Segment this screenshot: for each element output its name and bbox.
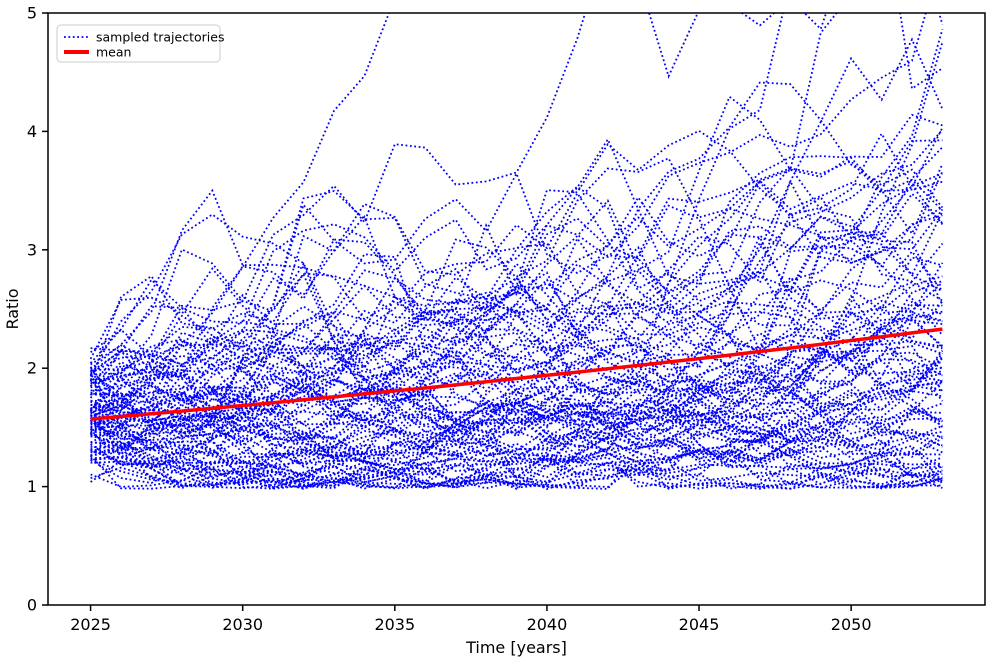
trajectory-line: [90, 380, 944, 490]
y-tick-label: 2: [27, 359, 37, 378]
trajectory-line: [90, 355, 944, 457]
trajectory-line: [90, 13, 784, 436]
trajectory-line: [89, 410, 943, 490]
trajectory-line: [90, 225, 944, 417]
trajectory-line: [90, 129, 944, 384]
trajectory-line: [89, 362, 943, 479]
y-axis-label: Ratio: [3, 288, 22, 329]
trajectory-line: [90, 359, 943, 464]
trajectory-line: [89, 304, 943, 479]
trajectory-line: [90, 432, 943, 490]
trajectory-line: [90, 303, 944, 490]
trajectory-line: [90, 437, 943, 490]
trajectory-line: [90, 237, 943, 490]
trajectory-line: [90, 343, 943, 478]
y-tick-label: 3: [27, 240, 37, 259]
axes-spines: [47, 12, 986, 606]
x-tick-label: 2040: [527, 615, 568, 634]
trajectory-line: [90, 357, 944, 483]
trajectory-line: [90, 417, 943, 489]
trajectory-line: [90, 364, 943, 487]
trajectory-line: [90, 166, 944, 410]
x-tick-label: 2050: [831, 615, 872, 634]
trajectory-line: [90, 13, 390, 420]
y-tick-label: 1: [27, 477, 37, 496]
trajectory-line: [90, 349, 943, 463]
trajectory-line: [89, 129, 943, 382]
trajectory-line: [90, 215, 944, 411]
trajectory-line: [90, 328, 943, 479]
trajectory-line: [90, 410, 943, 490]
trajectory-line: [90, 95, 943, 452]
trajectory-line: [90, 37, 944, 425]
trajectory-line: [90, 310, 944, 489]
x-tick-label: 2025: [70, 615, 111, 634]
trajectory-line: [89, 281, 943, 435]
trajectory-line: [90, 305, 943, 478]
x-tick-label: 2035: [374, 615, 415, 634]
y-tick-label: 0: [27, 596, 37, 615]
trajectory-line: [90, 390, 943, 490]
trajectory-line: [90, 376, 943, 488]
trajectory-line: [90, 41, 944, 440]
trajectory-line: [89, 345, 943, 457]
x-axis-label: Time [years]: [465, 638, 567, 657]
trajectory-line: [90, 188, 943, 411]
trajectory-line: [89, 222, 943, 421]
trajectory-line: [90, 214, 943, 410]
trajectory-line: [90, 430, 943, 489]
trajectory-line: [90, 262, 944, 426]
legend-label: mean: [96, 45, 131, 60]
x-tick-label: 2045: [679, 615, 720, 634]
trajectory-line: [89, 13, 944, 418]
trajectory-line: [89, 146, 944, 396]
trajectory-line: [90, 301, 943, 480]
trajectory-line: [90, 402, 943, 486]
trajectory-line: [89, 350, 943, 451]
trajectory-line: [90, 81, 944, 428]
y-tick-label: 5: [27, 4, 37, 23]
trajectory-line: [89, 213, 943, 441]
trajectory-line: [90, 396, 943, 489]
trajectory-line: [89, 208, 944, 418]
trajectories-group: [89, 13, 944, 490]
trajectory-line: [90, 379, 943, 456]
trajectory-line: [90, 13, 927, 447]
trajectory-line: [90, 163, 944, 441]
trajectory-line: [90, 285, 943, 456]
trajectory-line: [90, 248, 943, 441]
trajectory-line: [90, 410, 943, 479]
trajectory-line: [90, 345, 944, 486]
trajectory-line: [90, 411, 943, 489]
trajectory-line: [89, 215, 944, 399]
trajectory-line: [90, 312, 943, 477]
mean-line: [90, 327, 943, 421]
y-tick-label: 4: [27, 122, 37, 141]
trajectory-line: [89, 419, 943, 489]
legend-box: [56, 24, 221, 63]
trajectory-line: [90, 172, 943, 429]
trajectory-line: [90, 382, 943, 489]
legend-label: sampled trajectories: [96, 30, 224, 45]
trajectory-line: [89, 131, 944, 447]
trajectory-line: [89, 341, 943, 490]
trajectory-line: [89, 275, 943, 411]
x-tick-label: 2030: [222, 615, 263, 634]
trajectory-line: [89, 374, 943, 462]
